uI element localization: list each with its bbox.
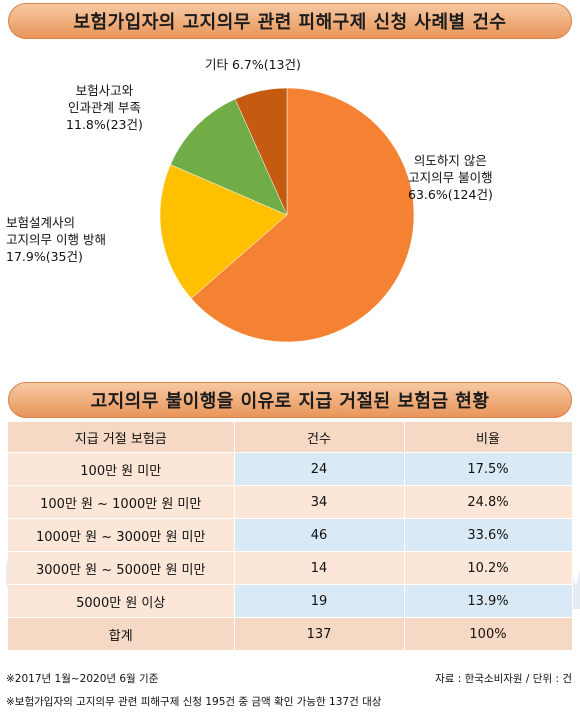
cell-amount: 100만 원 미만 [8,452,235,486]
cell-total-count: 137 [234,617,405,651]
cell-amount: 100만 원 ~ 1000만 원 미만 [8,485,235,519]
pie-label-line: 의도하지 않은 [413,153,487,168]
cell-ratio: 13.9% [404,584,573,618]
cell-count: 34 [234,485,405,519]
cell-count: 14 [234,551,405,585]
pie-chart-title: 보험가입자의 고지의무 관련 피해구제 신청 사례별 건수 [8,3,572,39]
cell-ratio: 24.8% [404,485,573,519]
cell-amount: 3000만 원 ~ 5000만 원 미만 [8,551,235,585]
pie-label-line: 고지의무 불이행 [408,170,493,185]
pie-label-line: 17.9%(35건) [6,249,83,264]
pie-slice-planner [159,164,288,299]
pie-label-accident: 보험사고와 인과관계 부족 11.8%(23건) [66,82,143,133]
pie-label-line: 인과관계 부족 [67,100,141,115]
column-header-count: 건수 [234,422,405,453]
pie-slice-other [234,87,288,216]
table-row: 100만 원 미만 24 17.5% [8,452,573,486]
table-total-row: 합계 137 100% [8,617,573,651]
cell-count: 24 [234,452,405,486]
pie-label-line: 고지의무 이행 방해 [6,232,106,247]
table-row: 1000만 원 ~ 3000만 원 미만 46 33.6% [8,518,573,552]
pie-slice-accident [170,98,288,216]
pie-label-line: 보험사고와 [75,83,134,98]
cell-count: 46 [234,518,405,552]
pie-label-line: 11.8%(23건) [66,117,143,132]
pie-label-line: 63.6%(124건) [408,187,493,202]
cell-total-label: 합계 [8,617,235,651]
cell-amount: 1000만 원 ~ 3000만 원 미만 [8,518,235,552]
cell-count: 19 [234,584,405,618]
table-header-row: 지급 거절 보험금 건수 비율 [8,422,573,453]
table-row: 3000만 원 ~ 5000만 원 미만 14 10.2% [8,551,573,585]
cell-ratio: 10.2% [404,551,573,585]
pie-label-line: 기타 6.7%(13건) [205,57,301,72]
scope-note: ※보험가입자의 고지의무 관련 피해구제 신청 195건 중 금액 확인 가능한… [6,696,382,708]
cell-amount: 5000만 원 이상 [8,584,235,618]
pie-label-planner: 보험설계사의 고지의무 이행 방해 17.9%(35건) [6,214,106,265]
cell-ratio: 17.5% [404,452,573,486]
cell-total-ratio: 100% [404,617,573,651]
table-title: 고지의무 불이행을 이유로 지급 거절된 보험금 현황 [8,382,572,418]
pie-slice-unintended [190,87,415,343]
pie-label-unintended: 의도하지 않은 고지의무 불이행 63.6%(124건) [408,152,493,203]
table-row: 100만 원 ~ 1000만 원 미만 34 24.8% [8,485,573,519]
column-header-ratio: 비율 [404,422,573,453]
source-note: 자료 : 한국소비자원 / 단위 : 건 [435,673,572,685]
period-note: ※2017년 1월~2020년 6월 기준 [6,673,159,685]
pie-label-other: 기타 6.7%(13건) [205,56,301,73]
column-header-amount: 지급 거절 보험금 [8,422,235,453]
cell-ratio: 33.6% [404,518,573,552]
table-row: 5000만 원 이상 19 13.9% [8,584,573,618]
amount-table: 지급 거절 보험금 건수 비율 100만 원 미만 24 17.5% 100만 … [8,422,573,651]
pie-label-line: 보험설계사의 [6,215,76,230]
pie-chart [159,87,415,343]
